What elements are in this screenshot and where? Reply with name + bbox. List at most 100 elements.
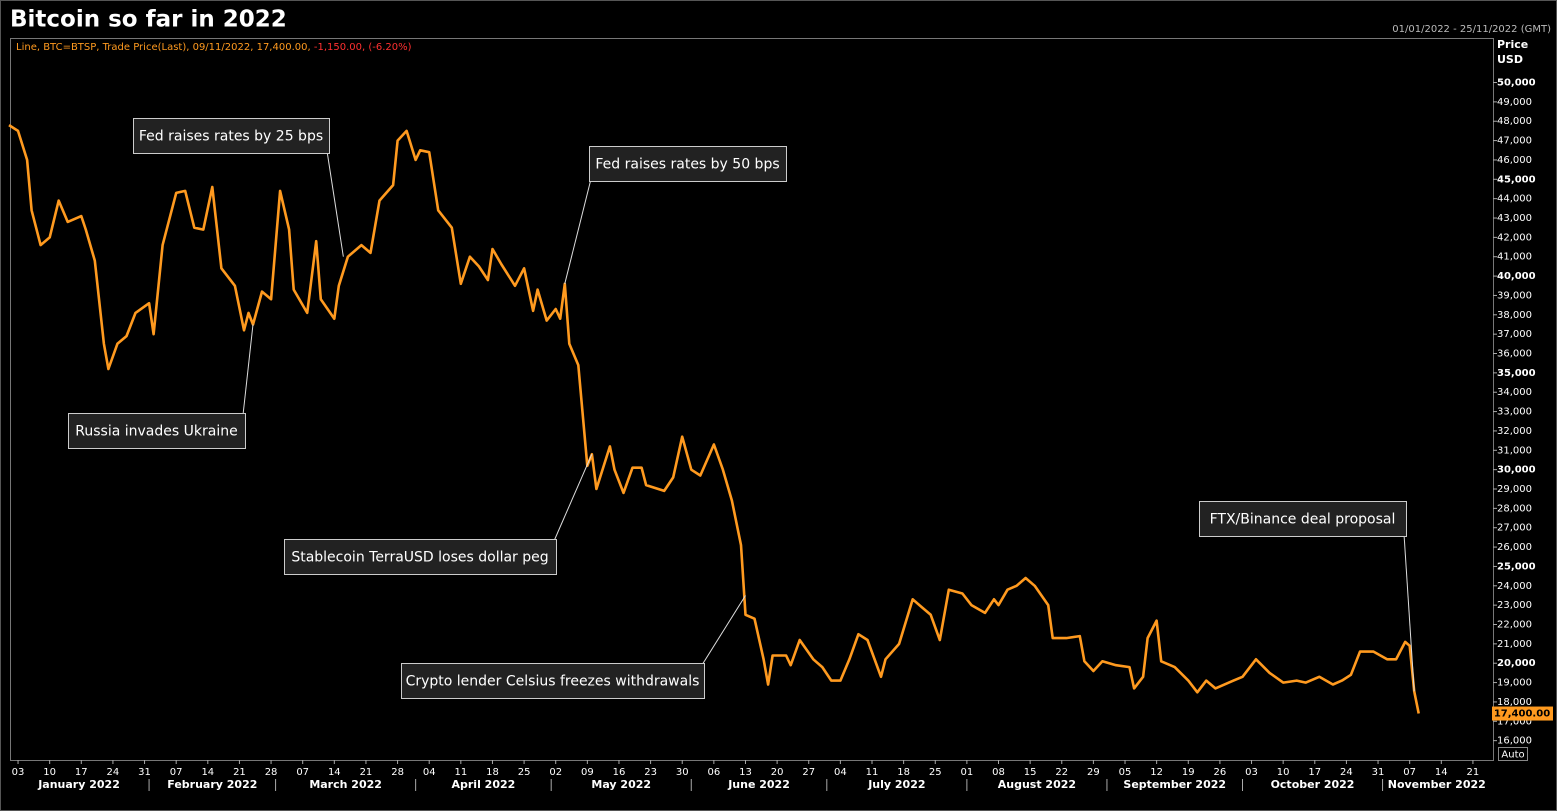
x-tick-label: 15	[1024, 767, 1037, 778]
y-tick-label: 25,000	[1497, 561, 1536, 572]
month-label: May 2022	[591, 778, 651, 791]
annotation-leader	[1403, 533, 1415, 692]
x-tick-label: 07	[296, 767, 309, 778]
y-tick-label: 18,000	[1497, 697, 1532, 708]
y-tick-label: 28,000	[1497, 503, 1532, 514]
x-tick-label: 25	[929, 767, 942, 778]
x-tick-label: 01	[961, 767, 974, 778]
x-tick-label: 19	[1182, 767, 1195, 778]
x-tick-label: 03	[1245, 767, 1258, 778]
x-tick-label: 18	[486, 767, 499, 778]
annotation-box	[133, 118, 330, 154]
y-tick-label: 44,000	[1497, 194, 1532, 205]
y-tick-label: 26,000	[1497, 542, 1532, 553]
x-tick-label: 04	[834, 767, 847, 778]
x-tick-label: 28	[265, 767, 278, 778]
y-tick-label: 16,000	[1497, 736, 1532, 747]
month-label: August 2022	[998, 778, 1076, 791]
legend: Line, BTC=BTSP, Trade Price(Last), 09/11…	[16, 42, 412, 53]
x-tick-label: 04	[423, 767, 436, 778]
annotation-box	[68, 413, 246, 449]
y-tick-label: 35,000	[1497, 368, 1536, 379]
y-tick-label: 40,000	[1497, 271, 1536, 282]
auto-button[interactable]	[1498, 747, 1528, 761]
y-tick-label: 45,000	[1497, 174, 1536, 185]
month-label: April 2022	[452, 778, 516, 791]
annotation-box	[401, 663, 705, 699]
price-line	[8, 124, 1420, 714]
y-tick-label: 30,000	[1497, 465, 1536, 476]
y-tick-label: 29,000	[1497, 484, 1532, 495]
last-value-label: 17,400.00	[1494, 709, 1550, 720]
x-tick-label: 31	[138, 767, 151, 778]
x-tick-label: 30	[676, 767, 689, 778]
x-tick-label: 25	[518, 767, 531, 778]
y-tick-label: 33,000	[1497, 407, 1532, 418]
y-tick-label: 27,000	[1497, 523, 1532, 534]
annotation-text: Russia invades Ukraine	[75, 424, 237, 440]
x-tick-label: 11	[866, 767, 879, 778]
annotation-leader	[553, 453, 593, 542]
x-tick-label: 31	[1372, 767, 1385, 778]
y-tick-label: 38,000	[1497, 310, 1532, 321]
annotation-box	[284, 539, 557, 575]
x-tick-label: 10	[1277, 767, 1290, 778]
x-tick-label: 03	[12, 767, 25, 778]
y-axis-label: USD	[1497, 53, 1523, 66]
y-tick-label: 48,000	[1497, 116, 1532, 127]
y-tick-label: 47,000	[1497, 136, 1532, 147]
x-tick-label: 14	[328, 767, 341, 778]
annotation-text: Crypto lender Celsius freezes withdrawal…	[406, 674, 700, 690]
annotation-leader	[564, 178, 592, 284]
y-tick-label: 20,000	[1497, 658, 1536, 669]
legend-change: -1,150.00, (-6.20%)	[314, 42, 412, 53]
annotation-leader	[326, 150, 344, 257]
month-label: November 2022	[1388, 778, 1486, 791]
x-tick-label: 08	[992, 767, 1005, 778]
x-tick-label: 21	[360, 767, 373, 778]
plot-border	[10, 38, 1494, 761]
y-tick-label: 34,000	[1497, 387, 1532, 398]
x-tick-label: 23	[644, 767, 657, 778]
y-tick-label: 46,000	[1497, 155, 1532, 166]
x-tick-label: 06	[707, 767, 720, 778]
x-tick-label: 02	[549, 767, 562, 778]
y-axis-label: Price	[1497, 38, 1528, 51]
y-tick-label: 23,000	[1497, 600, 1532, 611]
month-label: March 2022	[309, 778, 382, 791]
x-tick-label: 26	[1214, 767, 1227, 778]
x-tick-label: 07	[1403, 767, 1416, 778]
y-tick-label: 37,000	[1497, 329, 1532, 340]
y-tick-label: 41,000	[1497, 252, 1532, 263]
date-range: 01/01/2022 - 25/11/2022 (GMT)	[1392, 24, 1551, 35]
auto-button-label[interactable]: Auto	[1501, 750, 1524, 761]
legend-text: Line, BTC=BTSP, Trade Price(Last), 09/11…	[16, 42, 311, 53]
y-tick-label: 39,000	[1497, 290, 1532, 301]
annotation-text: Fed raises rates by 25 bps	[139, 129, 323, 145]
x-tick-label: 17	[1308, 767, 1321, 778]
x-tick-label: 07	[170, 767, 183, 778]
month-label: September 2022	[1123, 778, 1226, 791]
x-tick-label: 14	[1435, 767, 1448, 778]
y-tick-label: 49,000	[1497, 97, 1532, 108]
annotation-leader	[701, 595, 746, 666]
y-tick-label: 22,000	[1497, 620, 1532, 631]
month-label: January 2022	[37, 778, 120, 791]
y-tick-label: 24,000	[1497, 581, 1532, 592]
month-label: October 2022	[1271, 778, 1355, 791]
x-tick-label: 18	[897, 767, 910, 778]
x-tick-label: 21	[233, 767, 246, 778]
x-tick-label: 10	[43, 767, 56, 778]
x-tick-label: 14	[201, 767, 214, 778]
y-tick-label: 50,000	[1497, 78, 1536, 89]
x-tick-label: 11	[454, 767, 467, 778]
x-tick-label: 27	[802, 767, 815, 778]
month-label: February 2022	[167, 778, 257, 791]
x-tick-label: 05	[1119, 767, 1132, 778]
x-tick-label: 24	[1340, 767, 1353, 778]
x-tick-label: 13	[739, 767, 752, 778]
last-value-tag	[1492, 706, 1553, 721]
x-tick-label: 17	[75, 767, 88, 778]
month-label: July 2022	[867, 778, 925, 791]
x-tick-label: 29	[1087, 767, 1100, 778]
